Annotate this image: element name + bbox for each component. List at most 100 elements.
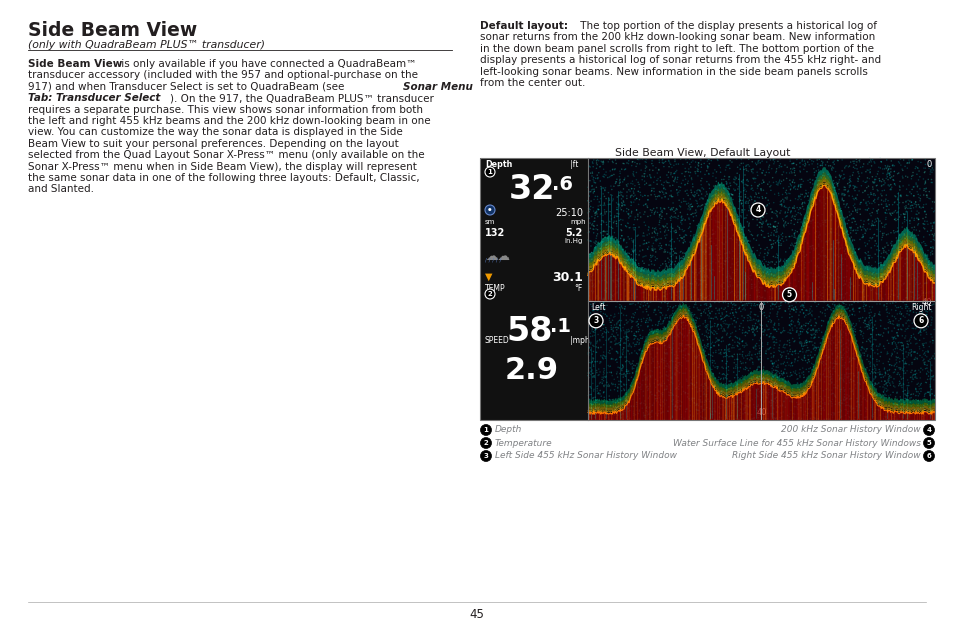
Point <box>611 376 626 386</box>
Point <box>894 271 909 281</box>
Point <box>881 392 896 402</box>
Text: 40: 40 <box>921 298 931 307</box>
Point <box>831 279 846 289</box>
Point <box>841 222 857 232</box>
Point <box>723 379 739 389</box>
Point <box>648 310 663 320</box>
Text: Sonar X-Press™ menu when in Side Beam View), the display will represent: Sonar X-Press™ menu when in Side Beam Vi… <box>28 161 416 172</box>
Point <box>604 371 619 381</box>
Point <box>671 358 686 368</box>
Point <box>816 360 831 370</box>
Point <box>921 389 936 399</box>
Point <box>845 201 861 211</box>
Point <box>879 349 894 359</box>
Point <box>699 364 714 374</box>
Point <box>865 221 881 231</box>
Text: °F: °F <box>574 284 582 293</box>
Point <box>922 337 937 347</box>
Point <box>862 305 877 315</box>
Point <box>760 179 775 189</box>
Point <box>882 239 898 248</box>
Point <box>637 350 652 360</box>
Point <box>679 294 694 303</box>
Point <box>612 320 627 330</box>
Point <box>585 341 600 350</box>
Point <box>808 302 823 311</box>
Point <box>790 276 805 286</box>
Point <box>904 295 920 305</box>
Point <box>865 374 881 384</box>
Point <box>752 243 767 253</box>
Point <box>851 287 866 297</box>
Point <box>710 185 725 195</box>
Point <box>895 285 910 295</box>
Point <box>752 382 767 392</box>
Point <box>596 172 611 182</box>
Point <box>914 256 929 266</box>
Point <box>759 243 774 253</box>
Point <box>655 376 670 386</box>
Point <box>614 263 629 273</box>
Point <box>700 341 715 351</box>
Point <box>738 192 753 202</box>
Point <box>681 194 697 204</box>
Point <box>717 345 732 355</box>
Point <box>625 410 640 420</box>
Point <box>700 162 716 172</box>
Point <box>794 155 809 165</box>
Point <box>817 372 832 382</box>
Point <box>884 399 900 408</box>
Point <box>581 368 597 378</box>
Point <box>821 177 836 187</box>
Point <box>634 154 649 164</box>
Point <box>870 166 885 176</box>
Point <box>872 315 887 325</box>
Point <box>850 368 865 378</box>
Point <box>895 155 910 165</box>
Point <box>712 167 727 177</box>
Point <box>794 305 809 315</box>
Point <box>740 265 755 274</box>
Point <box>617 338 632 348</box>
Point <box>611 352 626 362</box>
Point <box>580 371 596 381</box>
Point <box>692 261 707 271</box>
Point <box>713 281 728 291</box>
Point <box>697 389 712 399</box>
Point <box>612 259 627 269</box>
Point <box>613 336 628 346</box>
Point <box>823 350 839 360</box>
Point <box>671 347 686 357</box>
Point <box>631 335 646 345</box>
Point <box>673 345 688 355</box>
Point <box>833 370 848 380</box>
Point <box>678 364 693 374</box>
Point <box>601 216 617 226</box>
Point <box>857 368 872 378</box>
Point <box>899 407 914 417</box>
Point <box>831 353 846 363</box>
Point <box>721 347 737 357</box>
Point <box>894 218 909 228</box>
Point <box>620 262 636 272</box>
Point <box>760 370 775 379</box>
Point <box>599 172 615 182</box>
Point <box>613 352 628 362</box>
Point <box>783 388 799 398</box>
Point <box>884 333 900 343</box>
Point <box>897 333 912 343</box>
Point <box>908 323 923 332</box>
Point <box>601 199 617 209</box>
Point <box>901 345 916 355</box>
Point <box>821 366 836 376</box>
Point <box>882 378 897 388</box>
Point <box>889 331 904 341</box>
Point <box>844 349 860 359</box>
Point <box>665 310 680 320</box>
Point <box>750 354 765 364</box>
Point <box>657 256 672 266</box>
Point <box>711 408 726 418</box>
Text: 5: 5 <box>925 440 930 446</box>
Point <box>829 295 844 305</box>
Point <box>596 387 611 397</box>
